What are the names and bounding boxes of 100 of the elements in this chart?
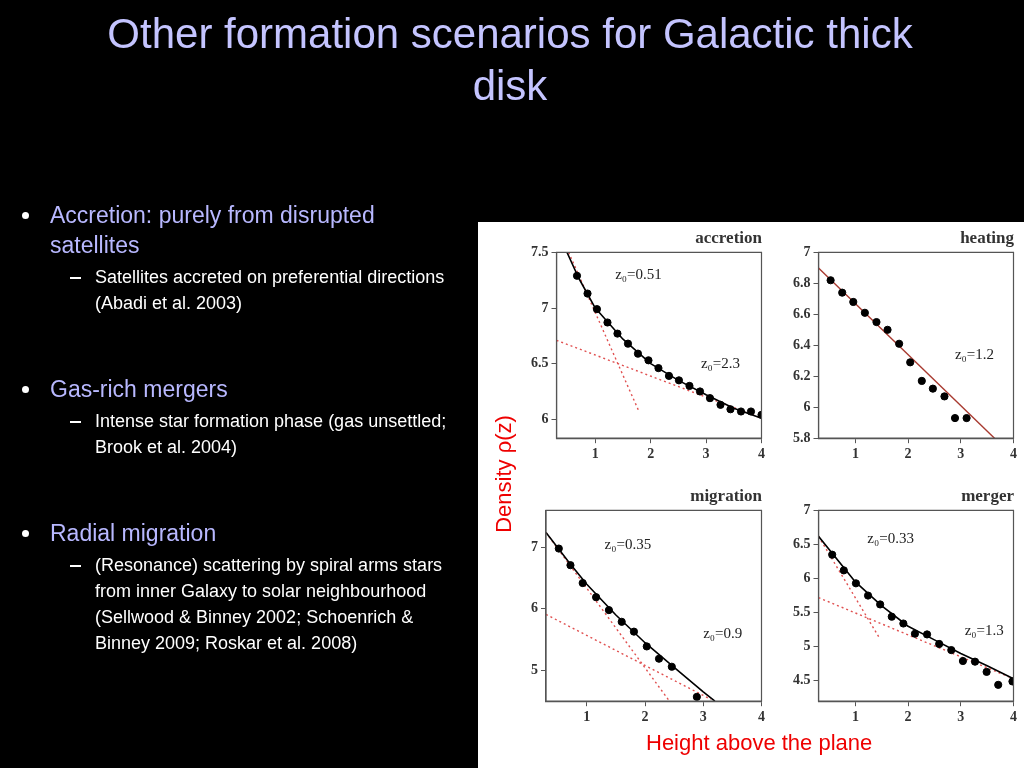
x-axis-title: Height above the plane <box>638 726 881 760</box>
point <box>860 308 869 317</box>
y-tick-label: 7.5 <box>531 244 549 260</box>
annotation: z₀=1.2 <box>954 345 995 362</box>
y-tick-label: 6.6 <box>793 305 811 321</box>
y-tick-label: 7 <box>531 538 538 554</box>
point <box>692 692 701 701</box>
point <box>876 600 885 609</box>
y-tick-label: 6 <box>803 398 811 414</box>
x-tick-label: 2 <box>904 709 912 725</box>
point <box>982 667 991 676</box>
point <box>736 407 746 416</box>
annotation: z₀=0.33 <box>867 529 914 546</box>
x-tick-label: 2 <box>641 709 649 725</box>
point <box>922 630 932 639</box>
point <box>695 387 705 396</box>
text: Intense star formation phase (gas unsettled; Brook et al. 2004) <box>94 410 448 459</box>
x-tick-label: 1 <box>591 446 599 462</box>
point <box>578 578 587 588</box>
point <box>872 317 881 327</box>
chart-title: heating <box>960 227 1015 247</box>
annotation: z₀=1.3 <box>964 621 1004 638</box>
x-tick-label: 3 <box>699 709 707 725</box>
point <box>839 566 848 575</box>
point <box>604 606 613 615</box>
point <box>667 662 676 671</box>
x-tick-label: 3 <box>702 446 710 462</box>
point <box>962 413 971 423</box>
point <box>654 654 664 663</box>
y-tick-label: 4.5 <box>793 672 811 688</box>
point <box>828 550 837 559</box>
chart-title: merger <box>961 485 1015 505</box>
point <box>674 376 684 385</box>
point <box>883 325 892 334</box>
point <box>623 339 633 348</box>
point <box>685 381 694 391</box>
point <box>591 593 601 602</box>
point <box>851 579 861 588</box>
text: Gas-rich mergers <box>49 375 229 404</box>
point <box>592 305 602 314</box>
annotation: z₀=2.3 <box>700 354 741 371</box>
point <box>895 339 904 348</box>
x-tick-label: 4 <box>1010 446 1017 462</box>
text: Satellites accreted on preferential directions (Abadi et al. 2003) <box>94 266 446 315</box>
point <box>617 617 626 626</box>
annotation: z₀=0.51 <box>615 265 662 282</box>
point <box>633 349 643 358</box>
point <box>654 364 663 373</box>
x-tick-label: 2 <box>904 446 912 462</box>
point <box>950 413 960 423</box>
point <box>910 629 920 638</box>
x-tick-label: 3 <box>957 446 965 462</box>
y-tick-label: 6.2 <box>793 367 811 383</box>
text: Other formation scenarios for Galactic thick disk <box>106 9 914 111</box>
point <box>994 680 1003 689</box>
point <box>899 619 908 628</box>
point <box>554 544 563 553</box>
point <box>935 639 944 649</box>
point <box>887 612 896 621</box>
x-tick-label: 3 <box>957 709 965 725</box>
y-tick-label: 5.8 <box>793 429 811 445</box>
point <box>716 400 725 409</box>
y-tick-label: 5 <box>803 638 811 654</box>
point <box>849 297 858 307</box>
point <box>705 394 715 403</box>
y-tick-label: 6.5 <box>793 536 811 552</box>
y-tick-label: 5 <box>531 662 538 678</box>
y-tick-label: 6.4 <box>793 336 811 352</box>
point <box>928 384 937 393</box>
point <box>826 276 835 285</box>
x-tick-label: 1 <box>583 709 591 725</box>
annotation: z₀=0.35 <box>604 535 652 552</box>
y-tick-label: 6.5 <box>531 355 549 371</box>
y-tick-label: 6 <box>541 410 549 426</box>
x-tick-label: 1 <box>851 709 859 725</box>
text: (Resonance) scattering by spiral arms stars from inner Galaxy to solar neighbourhood (Sellwood & Binney 2002; Schoenrich & Binney 2009; Roskar et al. 2008) <box>94 554 444 655</box>
point <box>940 392 949 401</box>
chart-title: migration <box>690 485 763 505</box>
y-tick-label: 7 <box>541 299 549 315</box>
y-tick-label: 6 <box>803 570 811 586</box>
point <box>642 642 651 651</box>
point <box>583 289 592 298</box>
point <box>917 376 926 386</box>
y-tick-label: 5.5 <box>793 604 811 620</box>
y-tick-label: 6.8 <box>793 274 811 290</box>
point <box>746 407 756 416</box>
x-tick-label: 2 <box>647 446 655 462</box>
point <box>572 271 582 280</box>
x-tick-label: 4 <box>758 709 765 725</box>
point <box>664 371 674 380</box>
text: Accretion: purely from disrupted satellites <box>49 201 376 260</box>
x-tick-label: 1 <box>851 446 859 462</box>
y-tick-label: 7 <box>803 502 811 518</box>
chart-title: accretion <box>695 227 763 247</box>
point <box>644 356 653 365</box>
point <box>970 657 980 666</box>
point <box>603 318 612 327</box>
y-tick-label: 6 <box>531 600 538 616</box>
point <box>613 329 622 338</box>
annotation: z₀=0.9 <box>703 625 743 642</box>
